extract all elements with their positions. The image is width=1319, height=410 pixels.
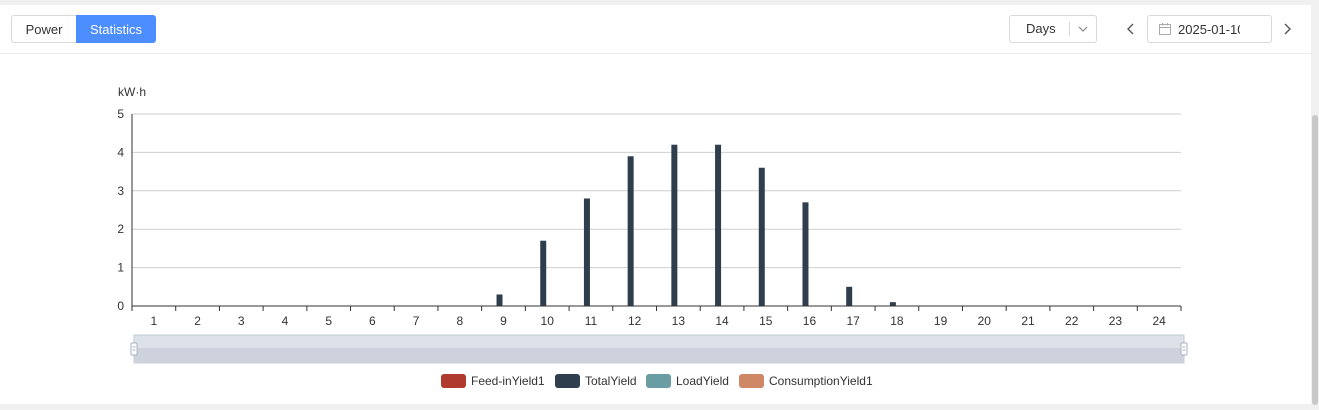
legend-swatch xyxy=(441,374,466,388)
legend-item[interactable]: LoadYield xyxy=(646,374,729,388)
legend-swatch xyxy=(739,374,764,388)
x-tick-label: 11 xyxy=(585,314,598,328)
bars xyxy=(496,144,896,306)
x-tick-label: 5 xyxy=(325,314,332,328)
x-tick-label: 4 xyxy=(282,314,289,328)
x-tick-label: 14 xyxy=(715,314,729,328)
bar xyxy=(889,302,896,306)
period-select[interactable]: Days xyxy=(1009,15,1097,43)
legend-swatch xyxy=(646,374,671,388)
tab-power[interactable]: Power xyxy=(11,15,76,43)
select-divider xyxy=(1069,22,1070,36)
y-tick-label: 1 xyxy=(117,261,124,275)
grid-lines xyxy=(132,113,1181,269)
x-tick-label: 7 xyxy=(413,314,420,328)
x-tick-label: 24 xyxy=(1152,314,1166,328)
tab-statistics[interactable]: Statistics xyxy=(76,15,156,43)
x-tick-label: 15 xyxy=(759,314,773,328)
zoom-handle-right[interactable] xyxy=(1180,342,1188,356)
y-tick-label: 0 xyxy=(117,299,124,313)
date-input[interactable] xyxy=(1178,16,1240,42)
zoom-handle-left[interactable] xyxy=(130,342,138,356)
x-tick-label: 12 xyxy=(628,314,642,328)
calendar-icon xyxy=(1159,23,1171,35)
legend: Feed-inYield1 TotalYield LoadYield Consumpt… xyxy=(441,374,873,388)
x-axis: 1 2 3 4 5 6 7 8 9 10 11 12 13 14 15 16 17 18 19 20 21 22 23 24 xyxy=(131,305,1182,328)
x-tick-label: 19 xyxy=(934,314,948,328)
legend-label: Feed-inYield1 xyxy=(471,374,545,388)
bar xyxy=(627,156,634,306)
legend-item[interactable]: TotalYield xyxy=(555,374,637,388)
statistics-panel: Power Statistics Days kW·h xyxy=(0,5,1311,404)
bar xyxy=(671,144,678,306)
bar xyxy=(846,286,853,306)
next-date-button[interactable] xyxy=(1279,19,1295,39)
x-tick-label: 9 xyxy=(500,314,507,328)
y-tick-label: 5 xyxy=(117,107,124,121)
chevron-down-icon xyxy=(1078,26,1088,32)
date-picker[interactable] xyxy=(1147,15,1272,43)
legend-item[interactable]: ConsumptionYield1 xyxy=(739,374,873,388)
zoom-selection xyxy=(134,348,1184,363)
y-tick-label: 4 xyxy=(117,145,124,159)
y-axis-ticks: 0 1 2 3 4 5 xyxy=(117,107,133,313)
bar xyxy=(583,198,590,306)
y-tick-label: 3 xyxy=(117,184,124,198)
period-select-value: Days xyxy=(1026,21,1056,36)
bar xyxy=(540,240,547,306)
x-tick-label: 21 xyxy=(1021,314,1035,328)
legend-label: TotalYield xyxy=(585,374,637,388)
x-tick-label: 6 xyxy=(369,314,376,328)
prev-date-button[interactable] xyxy=(1123,19,1139,39)
y-axis-label: kW·h xyxy=(118,85,146,99)
bar xyxy=(758,167,765,306)
toolbar: Power Statistics Days xyxy=(0,5,1311,54)
legend-swatch xyxy=(555,374,580,388)
bar xyxy=(496,294,503,306)
page-scrollbar[interactable] xyxy=(1311,0,1319,410)
y-tick-label: 2 xyxy=(117,222,124,236)
legend-item[interactable]: Feed-inYield1 xyxy=(441,374,545,388)
scrollbar-thumb[interactable] xyxy=(1312,115,1318,405)
x-tick-label: 8 xyxy=(456,314,463,328)
x-tick-label: 20 xyxy=(978,314,992,328)
legend-label: ConsumptionYield1 xyxy=(769,374,873,388)
x-tick-label: 1 xyxy=(151,314,158,328)
x-tick-label: 10 xyxy=(541,314,555,328)
x-tick-label: 18 xyxy=(890,314,904,328)
x-tick-label: 17 xyxy=(847,314,861,328)
x-tick-label: 23 xyxy=(1109,314,1123,328)
x-tick-label: 16 xyxy=(803,314,817,328)
x-tick-label: 2 xyxy=(194,314,201,328)
data-zoom-slider[interactable] xyxy=(130,334,1188,364)
legend-label: LoadYield xyxy=(676,374,729,388)
x-tick-label: 3 xyxy=(238,314,245,328)
view-tabs: Power Statistics xyxy=(11,15,156,43)
bar xyxy=(715,144,722,306)
bar xyxy=(802,202,809,306)
x-tick-label: 13 xyxy=(672,314,686,328)
x-tick-label: 22 xyxy=(1065,314,1079,328)
